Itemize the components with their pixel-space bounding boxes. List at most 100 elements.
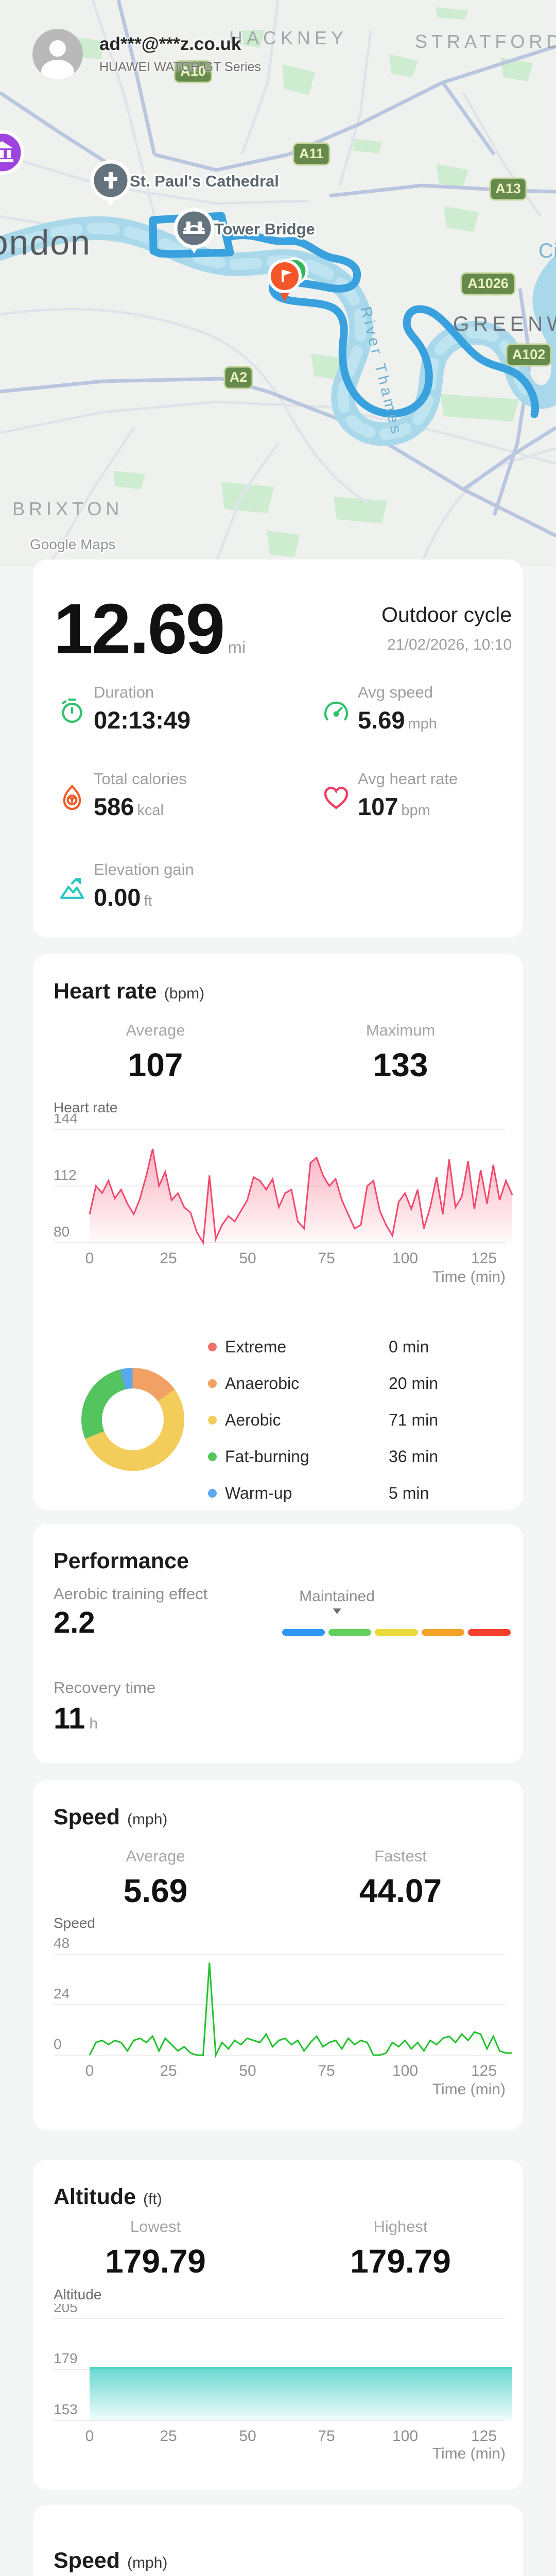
speedometer-icon [324, 701, 349, 721]
zone-dot [208, 1489, 217, 1498]
activity-datetime: 21/02/2026, 10:10 [387, 636, 512, 653]
metric-duration: Duration 02:13:49 [58, 683, 194, 734]
zone-dot [208, 1343, 217, 1351]
metric-unit: bpm [401, 802, 430, 819]
metric-label: Total calories [94, 770, 187, 788]
zone-dot [208, 1379, 217, 1388]
scale-segment [328, 1629, 372, 1636]
mountain-icon [60, 878, 84, 899]
river-thames [0, 216, 556, 446]
metric-avg-heart-rate: Avg heart rate 107 bpm [322, 770, 458, 821]
altitude-lowest-label: Lowest [130, 2217, 181, 2235]
y-tick: 80 [54, 1224, 70, 1240]
speed-title-unit: (mph) [127, 1811, 168, 1828]
park-areas [67, 7, 533, 557]
metric-value: 5.69 [358, 706, 405, 734]
hr-chart-label: Heart rate [54, 1099, 118, 1115]
y-tick: 0 [54, 2036, 62, 2052]
x-tick: 25 [160, 2428, 177, 2445]
metric-label: Elevation gain [94, 860, 194, 878]
zone-row-aerobic: Aerobic 71 min [208, 1402, 501, 1438]
area-label-stratford: STRATFORD [415, 31, 556, 52]
metric-value: 107 [358, 793, 398, 820]
x-axis-label: Time (min) [432, 1268, 506, 1285]
st-pauls-pin-icon[interactable] [90, 160, 131, 206]
marker-triangle-icon [333, 1608, 341, 1614]
x-tick: 0 [85, 1250, 94, 1267]
metric-unit: kcal [137, 802, 164, 819]
heart-rate-title: Heart rate (bpm) [54, 979, 205, 1004]
x-tick: 25 [160, 1250, 177, 1267]
altitude-lowest-value: 179.79 [105, 2243, 206, 2280]
zone-label: Aerobic [225, 1411, 281, 1429]
x-tick: 125 [471, 1250, 497, 1267]
map-canvas: St. Paul's Cathedral Tower Bridge [0, 0, 556, 567]
altitude-highest-value: 179.79 [350, 2243, 451, 2280]
zone-value: 36 min [389, 1447, 439, 1466]
metric-label: Avg heart rate [358, 770, 458, 788]
zone-value: 20 min [389, 1374, 439, 1393]
avatar[interactable] [32, 29, 83, 79]
speed-fastest-label: Fastest [374, 1847, 427, 1865]
zones-legend: Extreme 0 min Anaerobic 20 min Aerobic 71 m… [208, 1329, 501, 1512]
tower-bridge-pin-icon[interactable] [173, 208, 215, 253]
x-axis-label: Time (min) [432, 2445, 506, 2461]
zone-value: 0 min [389, 1337, 429, 1356]
y-tick: 153 [54, 2401, 78, 2417]
stopwatch-icon [62, 698, 82, 723]
zone-label: Warm-up [225, 1484, 292, 1502]
zone-label: Anaerobic [225, 1374, 300, 1393]
heart-rate-title-unit: (bpm) [164, 985, 205, 1002]
splits-title: Speed (mph) [54, 2548, 168, 2573]
x-tick: 125 [471, 2428, 497, 2445]
altitude-highest-label: Highest [373, 2217, 428, 2235]
zone-row-extreme: Extreme 0 min [208, 1329, 501, 1365]
performance-card: Performance Aerobic training effect 2.2 … [33, 1524, 523, 1763]
heart-icon [324, 787, 349, 809]
badge-a1026: A1026 [467, 276, 509, 291]
metric-elevation: Elevation gain 0.00 ft [58, 860, 194, 911]
zone-value: 71 min [389, 1411, 439, 1429]
metric-value: 586 [94, 793, 134, 820]
zone-value: 5 min [389, 1484, 429, 1502]
metric-calories: Total calories 586 kcal [58, 770, 187, 821]
hr-maximum-label: Maximum [366, 1021, 436, 1039]
museum-pin-icon[interactable] [0, 130, 25, 175]
recovery-time-value: 11 h [54, 1702, 98, 1735]
speed-fastest-value: 44.07 [359, 1872, 442, 1909]
route-map[interactable]: St. Paul's Cathedral Tower Bridge [0, 0, 556, 567]
hr-maximum-value: 133 [373, 1046, 428, 1083]
summary-card: 12.69 mi Outdoor cycle 21/02/2026, 10:10 … [33, 560, 523, 938]
tower-bridge-label: Tower Bridge [214, 220, 315, 238]
training-effect-label: Aerobic training effect [54, 1585, 208, 1603]
training-effect-marker: Maintained [299, 1588, 375, 1614]
scale-segment [467, 1629, 511, 1636]
altitude-title-unit: (ft) [143, 2191, 162, 2208]
altitude-chart-label: Altitude [54, 2286, 102, 2302]
speed-splits-card: Speed(mph) Avg speed 5.69 MISpeed (mph) … [33, 2505, 523, 2576]
scale-segment [375, 1629, 418, 1636]
heart-rate-chart: 144 112 80 0 25 50 75 100 125 Time (min) [54, 1114, 513, 1285]
flame-icon [63, 784, 81, 810]
badge-a102: A102 [512, 347, 546, 362]
metric-value: 0.00 [94, 884, 141, 911]
x-axis-label: Time (min) [432, 2081, 506, 2097]
speed-card: Speed (mph) Average 5.69 Fastest 44.07 Spee… [33, 1780, 523, 2130]
recovery-time-label: Recovery time [54, 1679, 156, 1697]
activity-type: Outdoor cycle [381, 603, 512, 626]
splits-title-unit: (mph) [127, 2554, 168, 2571]
x-tick: 50 [239, 2062, 256, 2079]
badge-a11: A11 [299, 146, 324, 161]
x-tick: 100 [392, 1250, 418, 1267]
metric-label: Duration [94, 683, 154, 701]
altitude-chart: 205 179 153 0 25 50 75 100 125 Time (min… [54, 2304, 512, 2461]
zone-row-warm-up: Warm-up 5 min [208, 1475, 501, 1512]
metric-avg-speed: Avg speed 5.69 mph [322, 683, 437, 734]
map-attribution: Google Maps [30, 536, 116, 552]
speed-chart: 48 24 0 0 25 50 75 100 125 Time (min) [54, 1935, 512, 2097]
marker-label: Maintained [299, 1588, 375, 1605]
x-tick: 50 [239, 1250, 256, 1267]
y-tick: 24 [54, 1986, 70, 2002]
metric-label: Avg speed [358, 683, 433, 701]
heart-rate-card: Heart rate (bpm) Average 107 Maximum 133 He… [33, 954, 523, 1510]
